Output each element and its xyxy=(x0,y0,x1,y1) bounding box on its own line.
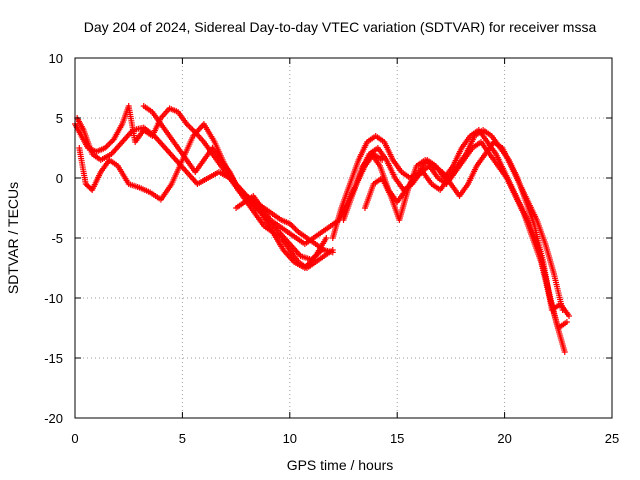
x-tick-label: 0 xyxy=(71,431,78,446)
x-tick-label: 5 xyxy=(179,431,186,446)
y-tick-label: -20 xyxy=(44,411,63,426)
y-tick-label: 10 xyxy=(49,51,63,66)
y-tick-label: 5 xyxy=(56,111,63,126)
x-tick-labels: 0 5 10 15 20 25 xyxy=(71,431,619,446)
axis-ticks xyxy=(74,57,613,419)
series-track-8 xyxy=(361,139,566,313)
x-tick-label: 10 xyxy=(283,431,297,446)
y-tick-labels: -20 -15 -10 -5 0 5 10 xyxy=(44,51,63,426)
x-tick-label: 25 xyxy=(605,431,619,446)
y-axis-label: SDTVAR / TECUs xyxy=(5,182,21,294)
chart-title: Day 204 of 2024, Sidereal Day-to-day VTE… xyxy=(84,19,597,35)
y-tick-label: -10 xyxy=(44,291,63,306)
data-point xyxy=(323,235,330,241)
data-point xyxy=(563,319,570,325)
x-axis-label: GPS time / hours xyxy=(287,457,394,473)
data-point xyxy=(566,313,573,319)
x-tick-label: 20 xyxy=(497,431,511,446)
y-tick-label: 0 xyxy=(56,171,63,186)
data-point xyxy=(329,247,336,253)
series-track-4 xyxy=(140,103,336,271)
data-point xyxy=(561,349,568,355)
grid-lines xyxy=(75,58,612,418)
y-tick-label: -15 xyxy=(44,351,63,366)
series-track-9 xyxy=(233,151,386,247)
x-tick-label: 15 xyxy=(390,431,404,446)
y-tick-label: -5 xyxy=(51,231,63,246)
data-marks xyxy=(72,103,573,355)
data-point xyxy=(379,157,386,163)
data-point xyxy=(559,307,566,313)
